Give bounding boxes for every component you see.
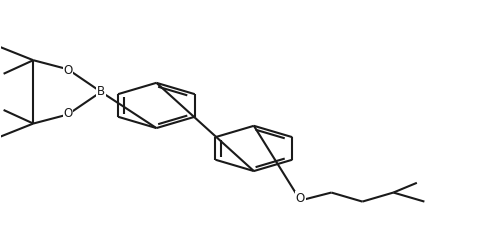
Text: O: O (63, 107, 73, 120)
Text: B: B (97, 85, 105, 98)
Text: O: O (63, 64, 73, 77)
Text: O: O (296, 192, 305, 205)
